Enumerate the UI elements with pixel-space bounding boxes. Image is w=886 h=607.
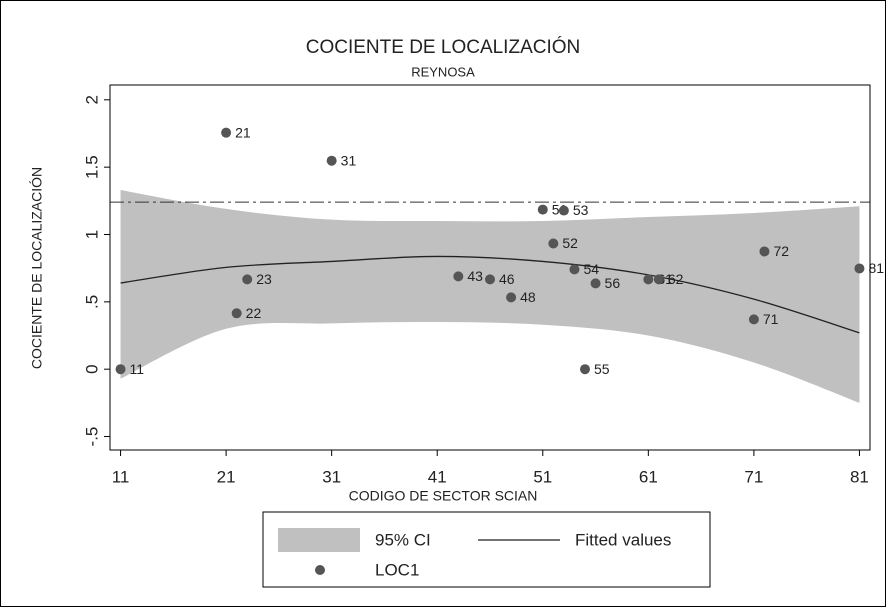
legend-label: Fitted values [575, 530, 671, 549]
x-tick-label: 21 [217, 467, 236, 486]
x-tick-label: 41 [428, 467, 447, 486]
point-label: 54 [583, 261, 599, 277]
point [242, 274, 253, 285]
y-tick-label: -.5 [82, 427, 101, 447]
plot: 11 21 31 41 51 61 71 81 -.5 0 .5 1 1.5 2 11 21 22 23 31 43 4… [82, 95, 884, 486]
point-label: 43 [467, 268, 483, 284]
x-tick-label: 81 [850, 467, 869, 486]
legend-swatch [278, 528, 360, 552]
point [590, 278, 601, 289]
point [643, 274, 654, 285]
y-tick-label: 0 [82, 364, 101, 373]
point-label: 48 [520, 289, 536, 305]
point [453, 271, 464, 282]
point-label: 71 [763, 311, 779, 327]
plot-border [109, 84, 871, 451]
point-label: 52 [562, 235, 578, 251]
point-label: 56 [605, 275, 621, 291]
point [231, 308, 242, 319]
point-label: 53 [573, 202, 589, 218]
point-label: 81 [868, 260, 884, 276]
x-tick-label: 71 [744, 467, 763, 486]
fitted-line [120, 255, 860, 334]
x-tick-label: 31 [322, 467, 341, 486]
point-label: 21 [235, 124, 251, 140]
x-tick-label: 61 [639, 467, 658, 486]
point [506, 292, 517, 303]
point [748, 314, 759, 325]
point [537, 204, 548, 215]
legend: 95% CI Fitted values LOC1 [262, 511, 711, 588]
point-label: 46 [499, 271, 515, 287]
point [854, 263, 865, 274]
point-label: 55 [594, 361, 610, 377]
x-tick-label: 51 [533, 467, 552, 486]
y-tick-label: 1.5 [82, 155, 101, 179]
legend-label: LOC1 [375, 560, 419, 579]
point-label: 22 [246, 305, 262, 321]
point [558, 205, 569, 216]
point [115, 364, 126, 375]
y-tick-label: .5 [82, 295, 101, 309]
x-tick-label: 11 [112, 467, 130, 486]
x-axis-label: CODIGO DE SECTOR SCIAN [349, 488, 538, 504]
chart-subtitle: REYNOSA [411, 64, 475, 79]
point [221, 127, 232, 138]
point-label: 62 [668, 271, 684, 287]
legend-label: 95% CI [375, 530, 431, 549]
point [580, 364, 590, 375]
point [759, 246, 770, 257]
y-axis-label: COCIENTE DE LOCALIZACIÓN [29, 167, 45, 369]
point-label: 23 [256, 271, 272, 287]
y-tick-label: 1 [82, 230, 101, 239]
legend-swatch [315, 565, 325, 575]
point [485, 274, 495, 285]
ci-band [120, 190, 860, 403]
point-label: 11 [130, 361, 145, 377]
point [653, 274, 664, 285]
y-tick-label: 2 [82, 95, 101, 104]
point [548, 238, 559, 249]
chart-title: COCIENTE DE LOCALIZACIÓN [306, 36, 581, 58]
point [569, 264, 580, 275]
point-label: 31 [341, 152, 357, 168]
point [326, 155, 337, 166]
point-label: 72 [773, 243, 789, 259]
